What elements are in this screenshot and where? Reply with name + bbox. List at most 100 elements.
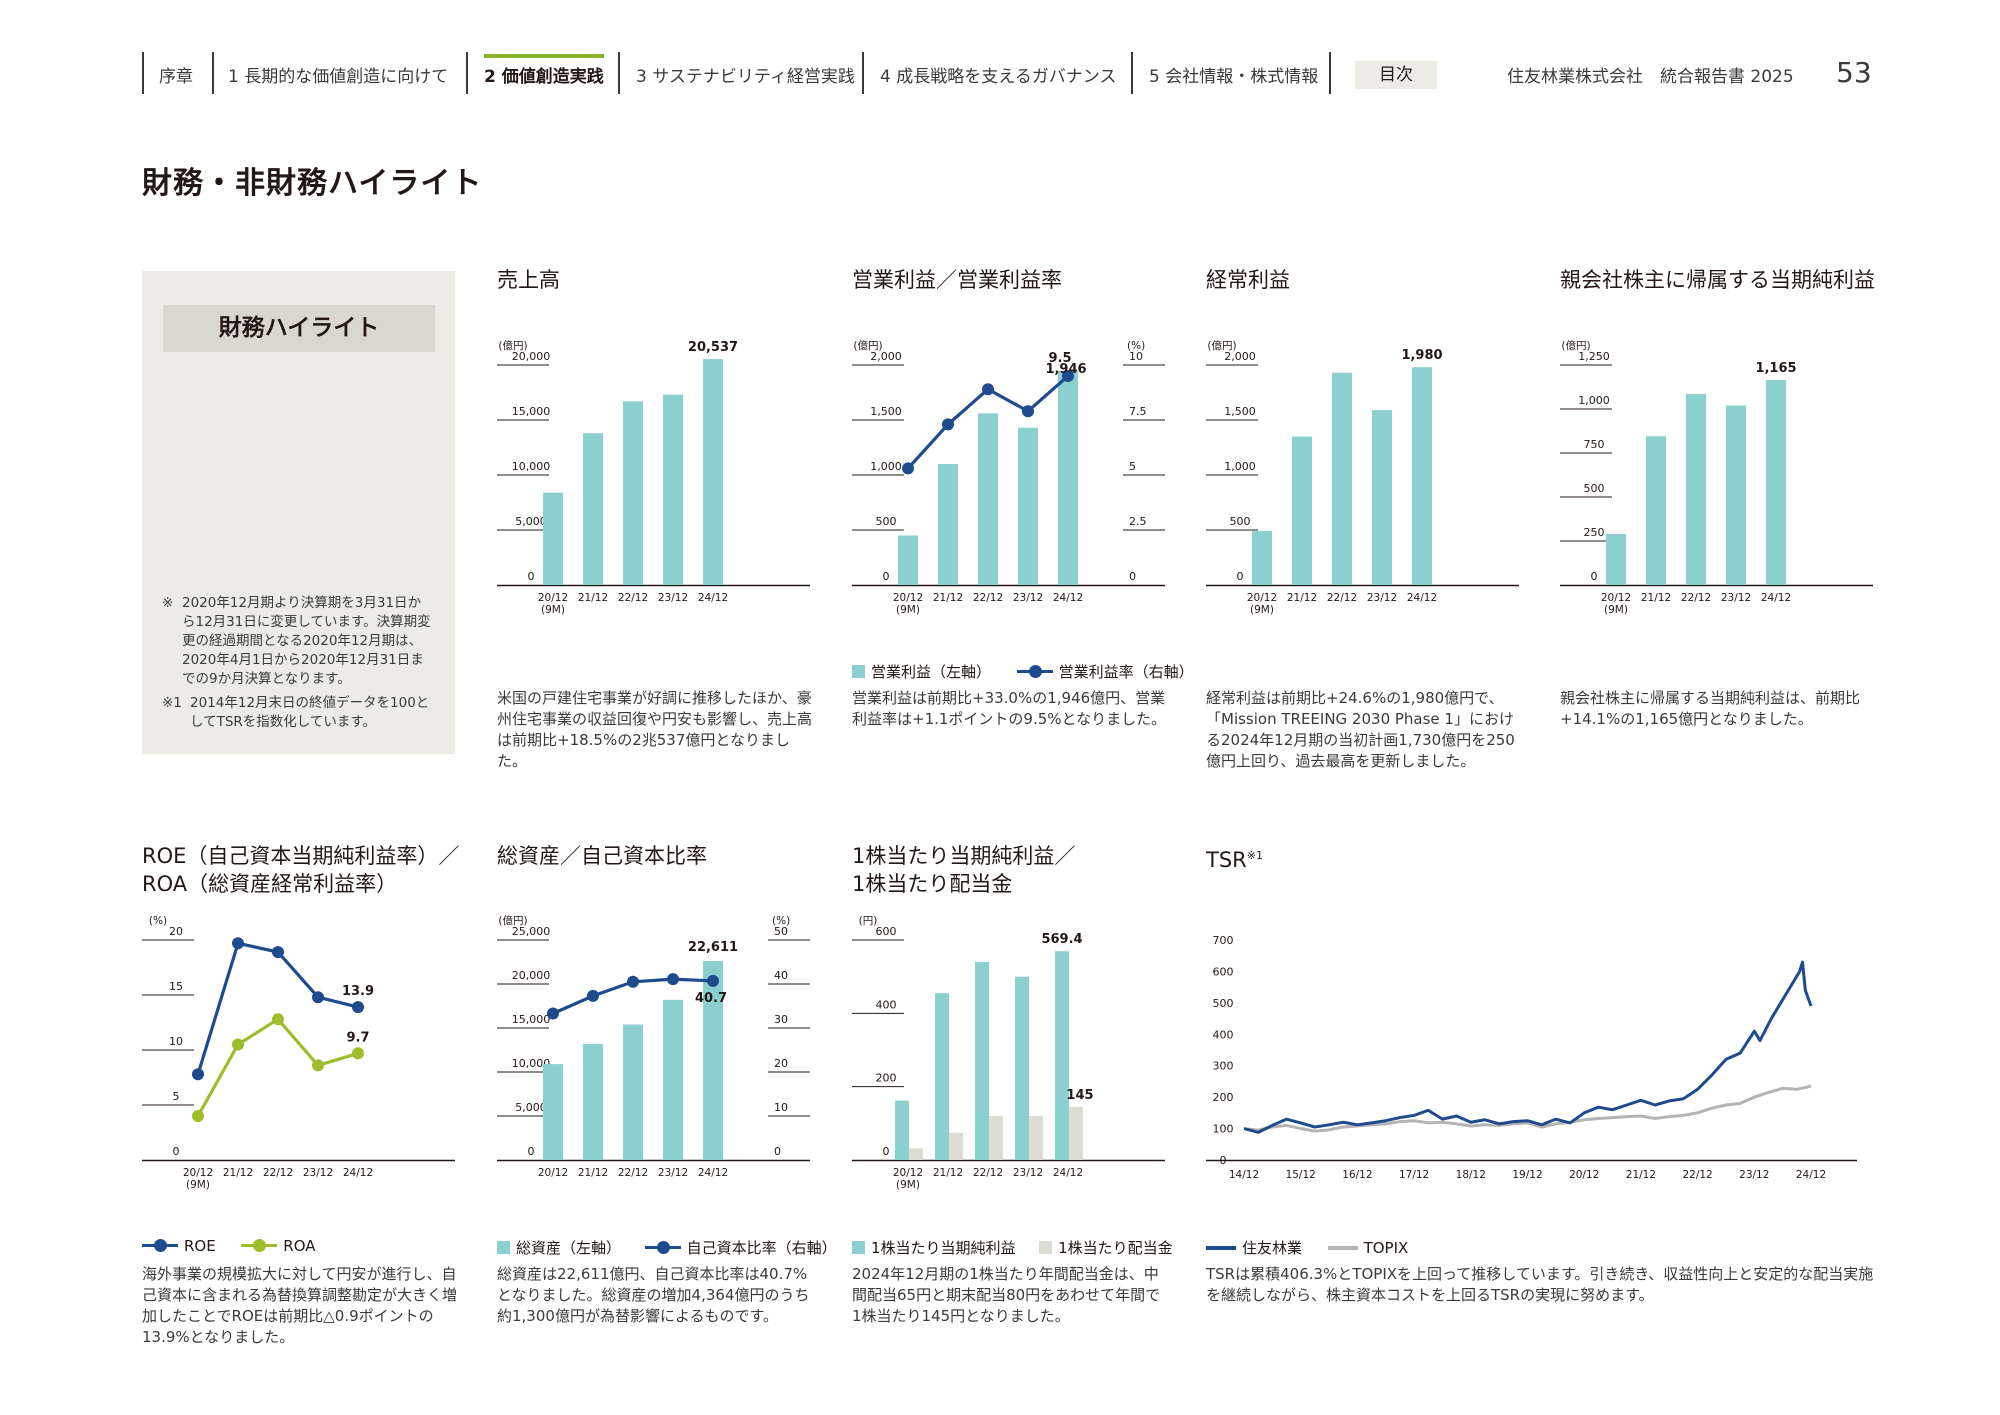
data-label: 20,537 [688,340,738,355]
y2-tick-label: 7.5 [1129,405,1147,418]
eps-bar [975,962,989,1160]
y-tick-label: 5 [173,1090,180,1103]
x-tick-label: 20/12 [1247,592,1277,604]
note-fiscal-year-change: 2020年12月期より決算期を3月31日から12月31日に変更しています。決算期… [182,595,431,687]
nav-item-sustainability[interactable]: 3 サステナビリティ経営実践 [636,67,855,87]
x-tick-label: 20/12 [538,592,568,604]
y-tick-label: 5,000 [515,515,547,528]
y-tick-label: 15,000 [512,405,551,418]
bar [1726,405,1746,585]
operating-income-bar [978,413,998,585]
assets-title: 総資産／自己資本比率 [497,844,707,868]
net-income-title: 親会社株主に帰属する当期純利益 [1560,268,1875,292]
nav-divider [1131,52,1133,94]
equity-ratio-point [627,975,639,988]
data-label: 1,980 [1401,348,1442,363]
x-tick-label: 22/12 [618,1167,648,1179]
y-tick-label: 200 [876,1072,897,1085]
x-tick-label: 17/12 [1399,1169,1429,1181]
nav-item-company-info[interactable]: 5 会社情報・株式情報 [1149,67,1319,87]
y-tick-label: 750 [1584,438,1605,451]
operating-income-description: 営業利益は前期比+33.0%の1,946億円、営業利益率は+1.1ポイントの9.… [852,689,1167,728]
x-tick-label: 21/12 [578,1167,608,1179]
tsr-title: TSR※1 [1206,842,1263,874]
x-tick-label: 20/12 [893,1167,923,1179]
axis-unit: (億円) [853,339,882,352]
y-tick-label: 15 [169,980,183,993]
ordinary-income-description: 経常利益は前期比+24.6%の1,980億円で、「Mission TREEING… [1206,689,1515,770]
operating-margin-point [902,462,914,475]
legend-label: 1株当たり当期純利益 [871,1239,1016,1257]
axis-unit: (億円) [1561,339,1590,352]
x-tick-label: 24/12 [698,592,728,604]
data-label: 9.7 [346,1030,369,1045]
toc-button[interactable]: 目次 [1355,61,1437,89]
tsr-legend: 住友林業 TOPIX [1206,1237,1408,1258]
legend-label: TOPIX [1363,1239,1409,1257]
x-tick-label: 23/12 [1367,592,1397,604]
y-tick-label: 2,000 [870,350,902,363]
data-label: 1,165 [1755,361,1796,376]
operating-income-chart: (億円) 0 500 1,000 1,500 2,000 0 2.5 5 7.5 10(%) 20/1… [852,339,1165,616]
equity-ratio-point [547,1007,559,1020]
y-tick-label: 10,000 [512,460,551,473]
y-tick-label: 600 [1213,965,1234,978]
legend-swatch [497,1241,510,1254]
y-tick-label: 2,000 [1224,350,1256,363]
x-tick-label: 21/12 [1287,592,1317,604]
y-tick-label: 20 [169,925,183,938]
x-tick-label: 19/12 [1512,1169,1542,1181]
axis-unit: (%) [149,915,167,927]
roa-point [232,1038,244,1051]
x-tick-label: 21/12 [1626,1169,1656,1181]
net-income-chart: (億円) 0 250 500 750 1,000 1,250 20/12(9M) 21/12 22… [1560,339,1873,616]
x-tick-label: 23/12 [1721,592,1751,604]
x-tick-label: 24/12 [1053,592,1083,604]
x-tick-label: 15/12 [1286,1169,1316,1181]
operating-income-bar [938,464,958,585]
total-assets-bar [703,961,723,1160]
bar [1606,533,1626,585]
x-tick-label: 20/12 [538,1167,568,1179]
axis-unit: (億円) [498,914,527,927]
y-tick-label: 1,000 [1224,460,1256,473]
sidebar-panel: 財務ハイライト ※ 2020年12月期より決算期を3月31日から12月31日に変… [142,271,455,754]
y-tick-label: 400 [876,998,897,1011]
bar [583,433,603,585]
y-tick-label: 0 [1591,570,1598,583]
nav-item-prologue[interactable]: 序章 [159,67,193,87]
legend-label: 住友林業 [1242,1239,1303,1257]
y-tick-label: 1,000 [1578,394,1610,407]
x-tick-label: 20/12 [1601,592,1631,604]
x-tick-label: 24/12 [698,1167,728,1179]
active-tab-indicator [484,54,604,58]
legend-line-marker [644,1241,681,1254]
roa-point [312,1059,324,1072]
dps-bar [909,1148,923,1160]
nav-divider [862,52,864,94]
company-report-title: 住友林業株式会社 統合報告書 2025 [1507,67,1794,87]
total-assets-bar [663,999,683,1160]
eps-dps-description: 2024年12月期の1株当たり年間配当金は、中間配当65円と期末配当80円をあわ… [852,1265,1161,1325]
roa-line [196,1017,359,1117]
y-tick-label: 600 [876,925,897,938]
roe-point [352,1001,364,1014]
nav-item-governance[interactable]: 4 成長戦略を支えるガバナンス [880,67,1117,87]
operating-margin-point [982,383,994,396]
x-tick-label: 18/12 [1456,1169,1486,1181]
y-tick-label: 20,000 [512,350,551,363]
x-tick-label: 24/12 [1407,592,1437,604]
x-tick-label: 23/12 [1013,592,1043,604]
y2-tick-label: 50 [774,925,788,938]
page-title: 財務・非財務ハイライト [142,166,483,201]
y-tick-label: 0 [528,570,535,583]
eps-bar [935,993,949,1160]
nav-item-value-creation[interactable]: 2 価値創造実践 [484,67,604,87]
nav-item-long-term[interactable]: 1 長期的な価値創造に向けて [228,67,449,87]
operating-margin-point [1062,370,1074,382]
operating-income-bar [1058,370,1078,585]
legend-swatch [1039,1241,1053,1254]
eps-dps-legend: 1株当たり当期純利益 1株当たり配当金 [852,1237,1173,1258]
y2-tick-label: 40 [774,969,788,982]
